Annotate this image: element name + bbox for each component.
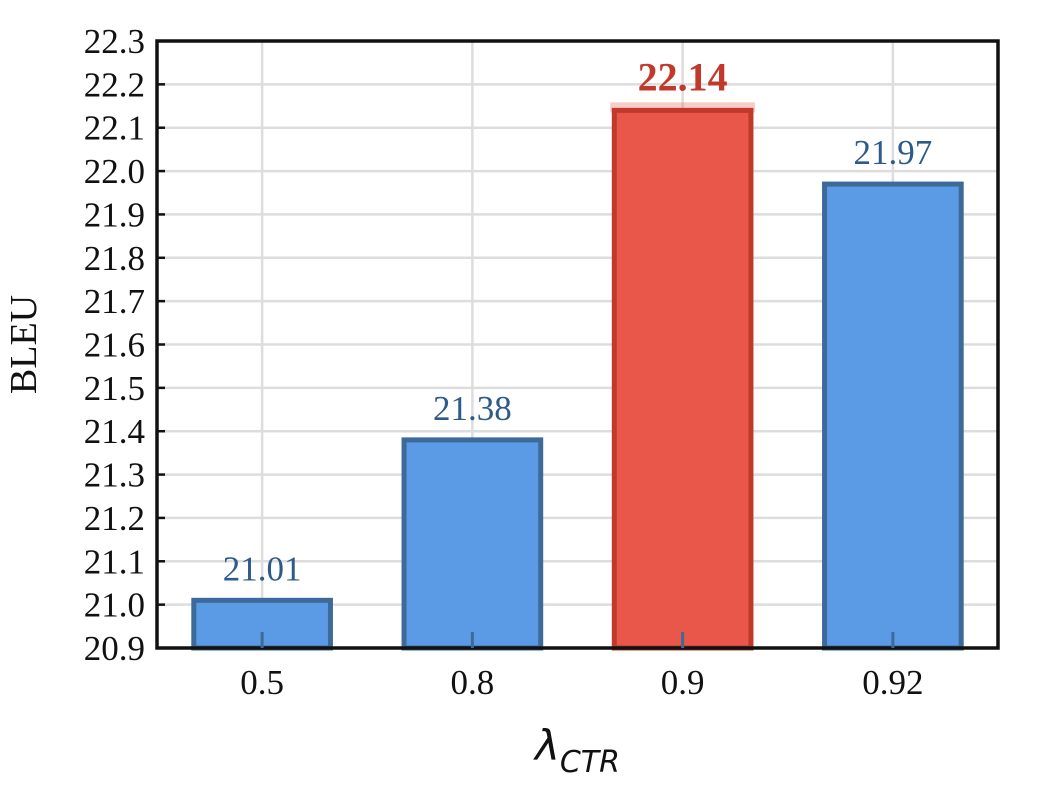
y-tick-label: 21.1 — [84, 542, 145, 581]
bar — [822, 181, 964, 651]
bar-highlight-glow — [610, 102, 755, 113]
y-tick-label: 21.6 — [84, 326, 145, 365]
bar-value-label: 21.38 — [433, 389, 512, 428]
y-tick-label: 21.7 — [84, 282, 145, 321]
x-axis-label-subscript: CTR — [560, 745, 620, 780]
y-tick-label: 21.2 — [84, 499, 145, 538]
bar-value-label: 21.01 — [223, 549, 302, 588]
y-axis-ticks: 20.9 21.0 21.1 21.2 21.3 21.4 21.5 21.6 21.7 21.8… — [84, 22, 165, 668]
value-labels: 21.01 21.38 22.14 21.97 — [223, 54, 933, 588]
y-tick-label: 21.9 — [84, 195, 145, 234]
x-tick-label: 0.8 — [451, 663, 495, 702]
y-tick-label: 22.3 — [84, 22, 145, 61]
y-tick-label: 20.9 — [84, 629, 145, 668]
y-tick-label: 21.3 — [84, 456, 145, 495]
bars — [191, 102, 964, 651]
y-tick-label: 22.1 — [84, 109, 145, 148]
x-axis-ticks: 0.5 0.8 0.9 0.92 — [240, 632, 924, 702]
x-tick-label: 0.9 — [661, 663, 705, 702]
x-tick-label: 0.92 — [862, 663, 923, 702]
x-axis-label: λCTR — [533, 721, 620, 780]
x-tick-label: 0.5 — [240, 663, 284, 702]
y-axis-label: BLEU — [3, 295, 45, 394]
bar — [401, 437, 544, 651]
y-tick-label: 21.0 — [84, 586, 145, 625]
x-axis-label-main: λ — [533, 721, 560, 770]
bar-value-label: 21.97 — [854, 133, 933, 172]
y-tick-label: 22.0 — [84, 152, 145, 191]
y-tick-label: 21.5 — [84, 369, 145, 408]
bar-highlighted — [611, 107, 754, 651]
y-tick-label: 21.4 — [84, 412, 145, 451]
y-tick-label: 21.8 — [84, 239, 145, 278]
bar-value-label: 22.14 — [638, 54, 728, 99]
y-tick-label: 22.2 — [84, 65, 145, 104]
